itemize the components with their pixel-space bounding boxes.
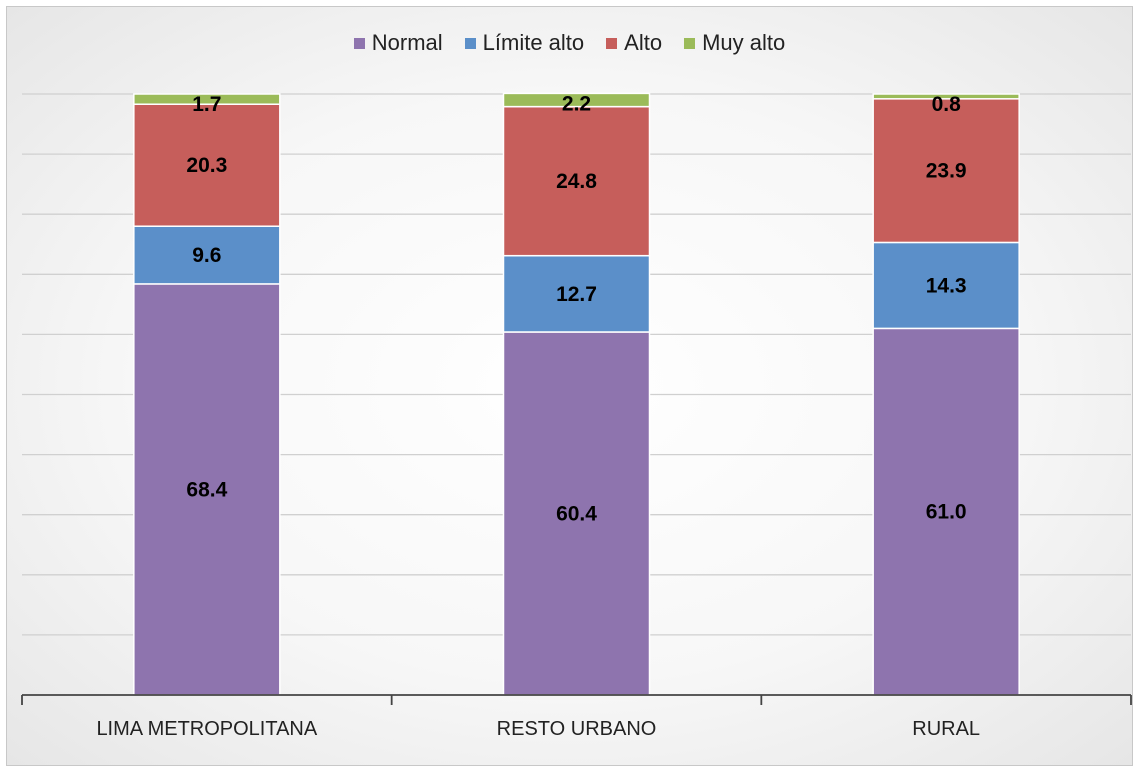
bar-segment-muy-alto bbox=[872, 93, 1020, 100]
legend-swatch bbox=[464, 37, 476, 49]
legend-item: Muy alto bbox=[684, 30, 785, 56]
data-label: 20.3 bbox=[186, 154, 227, 177]
legend-swatch bbox=[684, 37, 696, 49]
data-label: 9.6 bbox=[192, 244, 221, 267]
data-label: 61.0 bbox=[926, 501, 967, 524]
bar-segment-alto bbox=[872, 98, 1020, 244]
bar-segment-normal bbox=[502, 331, 651, 696]
legend-item: Normal bbox=[353, 30, 443, 56]
data-label: 12.7 bbox=[556, 283, 597, 306]
category-label: LIMA METROPOLITANA bbox=[96, 718, 317, 740]
bar-segment-muy-alto bbox=[502, 92, 651, 108]
bar-segment-muy-alto bbox=[133, 93, 281, 105]
data-label: 68.4 bbox=[186, 478, 227, 501]
data-label: 0.8 bbox=[932, 93, 962, 116]
legend-label: Muy alto bbox=[702, 30, 786, 55]
legend-label: Alto bbox=[624, 30, 663, 55]
bar-segment-normal bbox=[133, 283, 281, 696]
legend: Normal Límite alto Alto Muy alto bbox=[0, 30, 1139, 56]
bar-segment-límite-alto bbox=[133, 225, 281, 285]
legend-item: Límite alto bbox=[464, 30, 585, 56]
legend-label: Normal bbox=[371, 30, 443, 55]
bar-segment-alto bbox=[502, 105, 651, 257]
bar-segment-límite-alto bbox=[872, 241, 1020, 330]
bar-segment-normal bbox=[872, 327, 1020, 696]
legend-item: Alto bbox=[606, 30, 662, 56]
data-label: 2.2 bbox=[562, 92, 591, 115]
bar-segment-alto bbox=[133, 103, 281, 227]
legend-swatch bbox=[606, 37, 618, 49]
data-label: 23.9 bbox=[926, 160, 967, 183]
data-label: 1.7 bbox=[192, 93, 221, 116]
legend-label: Límite alto bbox=[482, 30, 585, 55]
legend-swatch bbox=[353, 37, 365, 49]
category-label: RURAL bbox=[912, 718, 980, 740]
data-label: 24.8 bbox=[556, 170, 597, 193]
data-label: 60.4 bbox=[556, 502, 597, 525]
category-label: RESTO URBANO bbox=[497, 718, 657, 740]
data-label: 14.3 bbox=[926, 274, 967, 297]
